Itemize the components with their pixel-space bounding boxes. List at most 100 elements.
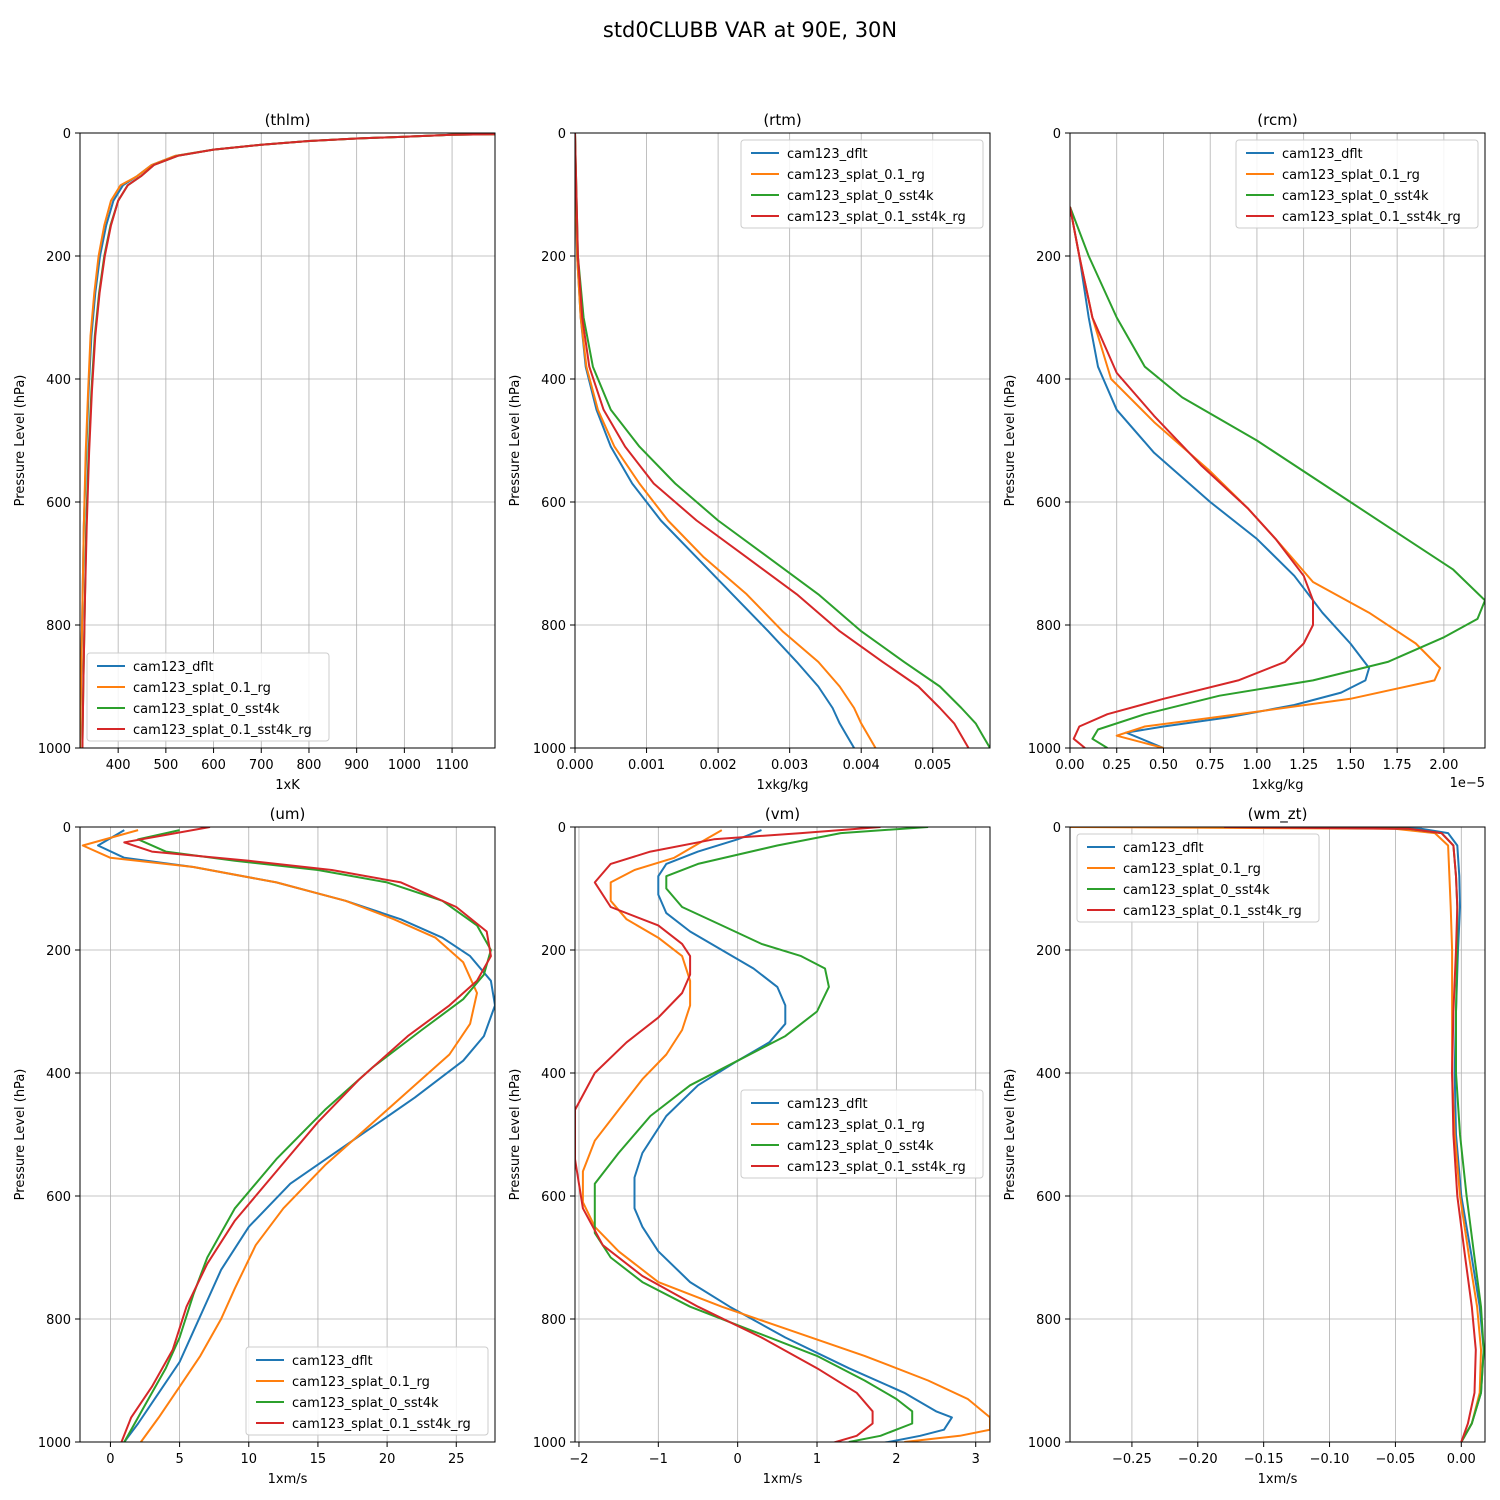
legend-label: cam123_splat_0_sst4k (133, 702, 280, 717)
series-line-cam123_splat_0.1_rg (1070, 206, 1442, 748)
legend-label: cam123_splat_0_sst4k (292, 1396, 439, 1411)
x-tick-label: 0.001 (628, 758, 665, 773)
y-axis-label: Pressure Level (hPa) (13, 1069, 28, 1201)
series-line-cam123_splat_0.1_sst4k_rg (120, 827, 492, 1442)
x-tick-label: 0.002 (699, 758, 736, 773)
x-tick-label: 0.50 (1149, 758, 1178, 773)
x-axis-label: 1xm/s (268, 1472, 308, 1487)
panel-4: −2 −1 0 1 2 3 0 200 400 600 800 1000 (vm) 1xm/s Pressu… (508, 805, 991, 1487)
y-tick-label: 600 (46, 1190, 71, 1205)
x-tick-label: 1.50 (1336, 758, 1365, 773)
x-tick-label: 500 (153, 758, 178, 773)
x-tick-label: −1 (649, 1452, 668, 1467)
legend-label: cam123_splat_0.1_sst4k_rg (292, 1417, 471, 1432)
y-tick-label: 800 (46, 619, 71, 634)
legend-label: cam123_splat_0.1_sst4k_rg (787, 210, 966, 225)
x-axis-label: 1xkg/kg (757, 778, 809, 793)
legend-box (1235, 139, 1479, 229)
y-tick-label: 0 (63, 821, 71, 836)
x-tick-label: 1.75 (1383, 758, 1412, 773)
plot-frame (79, 132, 496, 749)
legend-label: cam123_splat_0_sst4k (1282, 189, 1429, 204)
y-tick-label: 1000 (533, 1436, 566, 1451)
legend-label: cam123_dflt (1282, 147, 1363, 162)
x-tick-label: 2 (892, 1452, 900, 1467)
legend-label: cam123_splat_0.1_sst4k_rg (787, 1160, 966, 1175)
legend-label: cam123_splat_0.1_rg (292, 1375, 430, 1390)
x-tick-label: −0.05 (1375, 1452, 1415, 1467)
x-tick-label: 700 (249, 758, 274, 773)
y-tick-label: 800 (541, 619, 566, 634)
legend-label: cam123_splat_0.1_sst4k_rg (1123, 904, 1302, 919)
legend-label: cam123_dflt (787, 1097, 868, 1112)
series-line-cam123_splat_0.1_sst4k_rg (1224, 827, 1477, 1442)
panel-title: (vm) (765, 805, 800, 823)
plot-frame (1069, 826, 1486, 1443)
y-tick-label: 200 (1036, 944, 1061, 959)
legend: cam123_dflt cam123_splat_0.1_rg cam123_spl… (1076, 833, 1320, 923)
legend-label: cam123_splat_0.1_rg (1282, 168, 1420, 183)
y-tick-label: 600 (1036, 496, 1061, 511)
y-tick-label: 600 (46, 496, 71, 511)
y-tick-label: 400 (46, 1067, 71, 1082)
x-tick-label: −0.15 (1244, 1452, 1284, 1467)
x-offset-label: 1e−5 (1450, 776, 1485, 791)
x-axis-label: 1xkg/kg (1252, 778, 1304, 793)
y-tick-label: 800 (541, 1313, 566, 1328)
series-line-cam123_dflt (1070, 206, 1371, 748)
legend-label: cam123_splat_0.1_sst4k_rg (133, 723, 312, 738)
figure-title: std0CLUBB VAR at 90E, 30N (603, 18, 897, 42)
legend-label: cam123_dflt (787, 147, 868, 162)
legend-label: cam123_splat_0_sst4k (787, 189, 934, 204)
legend-label: cam123_splat_0.1_rg (1123, 862, 1261, 877)
x-tick-label: 1 (813, 1452, 821, 1467)
y-tick-label: 400 (541, 373, 566, 388)
y-tick-label: 200 (541, 250, 566, 265)
y-tick-label: 0 (63, 127, 71, 142)
series-line-cam123_splat_0.1_rg (81, 829, 478, 1442)
plot-frame (574, 826, 991, 1443)
y-axis-label: Pressure Level (hPa) (508, 375, 523, 507)
y-tick-label: 600 (1036, 1190, 1061, 1205)
x-tick-label: −0.20 (1178, 1452, 1218, 1467)
legend-label: cam123_dflt (133, 660, 214, 675)
y-tick-label: 400 (1036, 1067, 1061, 1082)
y-tick-label: 200 (541, 944, 566, 959)
x-tick-label: −0.10 (1310, 1452, 1350, 1467)
legend-label: cam123_dflt (1123, 841, 1204, 856)
y-tick-label: 800 (46, 1313, 71, 1328)
x-axis-label: 1xm/s (763, 1472, 803, 1487)
legend: cam123_dflt cam123_splat_0.1_rg cam123_spl… (1235, 139, 1479, 229)
x-tick-label: 900 (344, 758, 369, 773)
x-tick-label: 0.00 (1447, 1452, 1476, 1467)
x-axis-label: 1xm/s (1258, 1472, 1298, 1487)
panel-title: (rtm) (763, 111, 801, 129)
x-tick-label: 10 (240, 1452, 257, 1467)
x-tick-label: 1.25 (1289, 758, 1318, 773)
y-tick-label: 200 (46, 944, 71, 959)
x-tick-label: 1100 (436, 758, 469, 773)
x-tick-label: 400 (106, 758, 131, 773)
y-tick-label: 1000 (1028, 1436, 1061, 1451)
series-line-cam123_splat_0.1_sst4k_rg (575, 133, 970, 748)
x-tick-label: 0.004 (843, 758, 880, 773)
y-tick-label: 1000 (1028, 742, 1061, 757)
x-tick-label: 25 (448, 1452, 465, 1467)
y-tick-label: 400 (46, 373, 71, 388)
x-tick-label: 0.75 (1196, 758, 1225, 773)
series-line-cam123_splat_0_sst4k (1070, 206, 1485, 748)
y-axis-label: Pressure Level (hPa) (508, 1069, 523, 1201)
panel-5: −0.25 −0.20 −0.15 −0.10 −0.05 0.00 0 200 400 600 8… (1003, 805, 1486, 1487)
y-axis-label: Pressure Level (hPa) (13, 375, 28, 507)
y-tick-label: 1000 (38, 1436, 71, 1451)
legend-label: cam123_splat_0.1_rg (133, 681, 271, 696)
legend-label: cam123_splat_0_sst4k (787, 1139, 934, 1154)
y-tick-label: 400 (541, 1067, 566, 1082)
x-tick-label: 3 (972, 1452, 980, 1467)
legend-box (740, 139, 984, 229)
panel-2: 0.00 0.25 0.50 0.75 1.00 1.25 1.50 1.75 2.00 0 200… (1003, 111, 1486, 793)
series-line-cam123_splat_0.1_sst4k_rg (81, 133, 495, 748)
y-tick-label: 0 (558, 821, 566, 836)
legend: cam123_dflt cam123_splat_0.1_rg cam123_spl… (86, 652, 330, 742)
panel-title: (thlm) (265, 111, 311, 129)
